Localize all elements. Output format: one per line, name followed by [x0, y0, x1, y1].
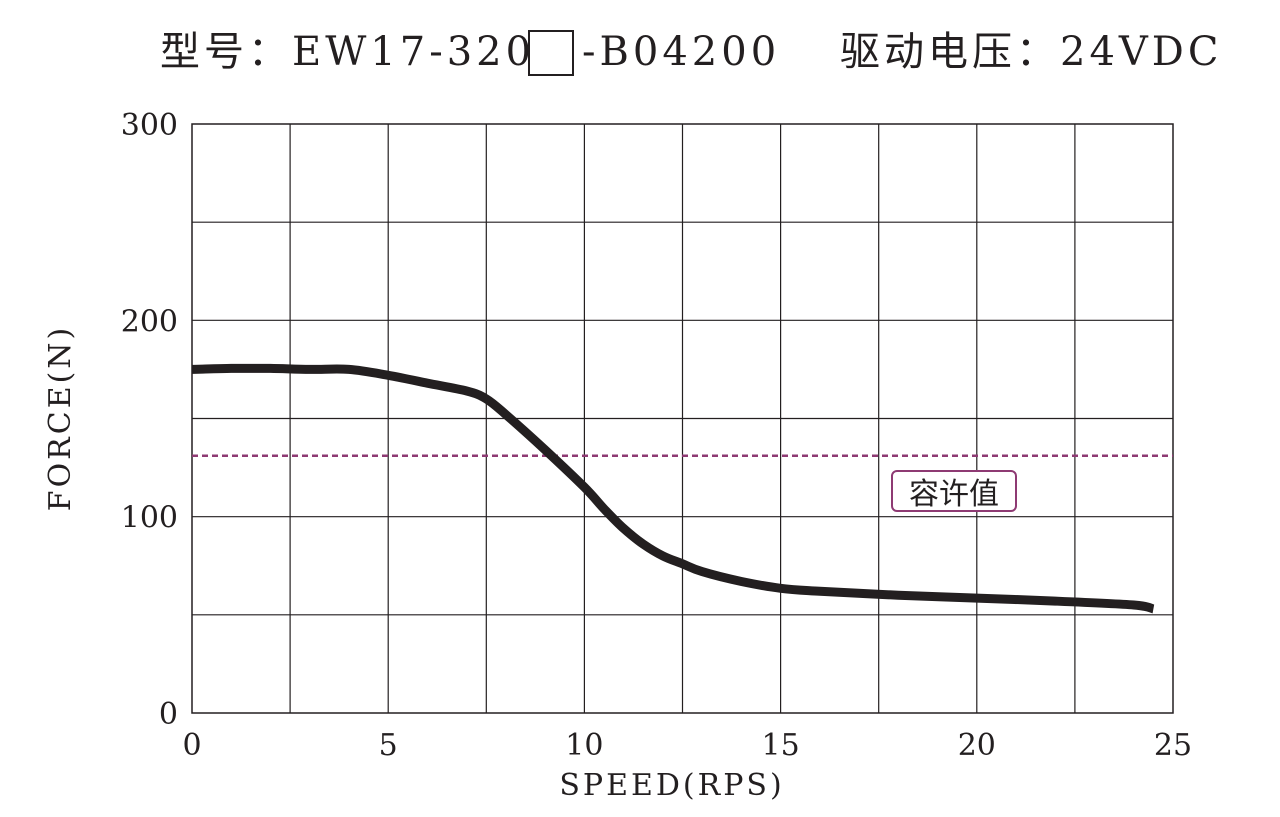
- force-curve: [191, 363, 1155, 614]
- y-tick-labels: 0 100 200 300: [121, 108, 178, 732]
- y-axis-label: FORCE(N): [43, 325, 78, 512]
- chart-title: 型号：EW17-320 -B04200 驱动电压：24VDC: [0, 22, 1280, 82]
- x-tick-label: 25: [1154, 728, 1192, 763]
- x-tick-label: 5: [379, 728, 398, 763]
- allowable-limit-label: 容许值: [891, 470, 1017, 512]
- y-tick-label: 0: [159, 697, 178, 732]
- model-suffix: -B04200: [582, 29, 781, 75]
- model-number: 型号：EW17-320: [160, 29, 536, 75]
- y-tick-label: 300: [121, 108, 178, 143]
- x-tick-label: 15: [762, 728, 800, 763]
- x-tick-label: 20: [958, 728, 996, 763]
- drive-voltage: 驱动电压：24VDC: [840, 29, 1223, 75]
- allowable-limit-text: 容许值: [909, 477, 999, 512]
- x-tick-label: 10: [565, 728, 603, 763]
- y-tick-label: 100: [121, 501, 178, 536]
- x-axis-label: SPEED(RPS): [559, 768, 784, 803]
- model-placeholder-box: [528, 30, 574, 76]
- x-tick-label: 0: [182, 728, 201, 763]
- x-tick-labels: 0 5 10 15 20 25: [182, 728, 1192, 763]
- y-tick-label: 200: [121, 304, 178, 339]
- grid: [191, 123, 1174, 714]
